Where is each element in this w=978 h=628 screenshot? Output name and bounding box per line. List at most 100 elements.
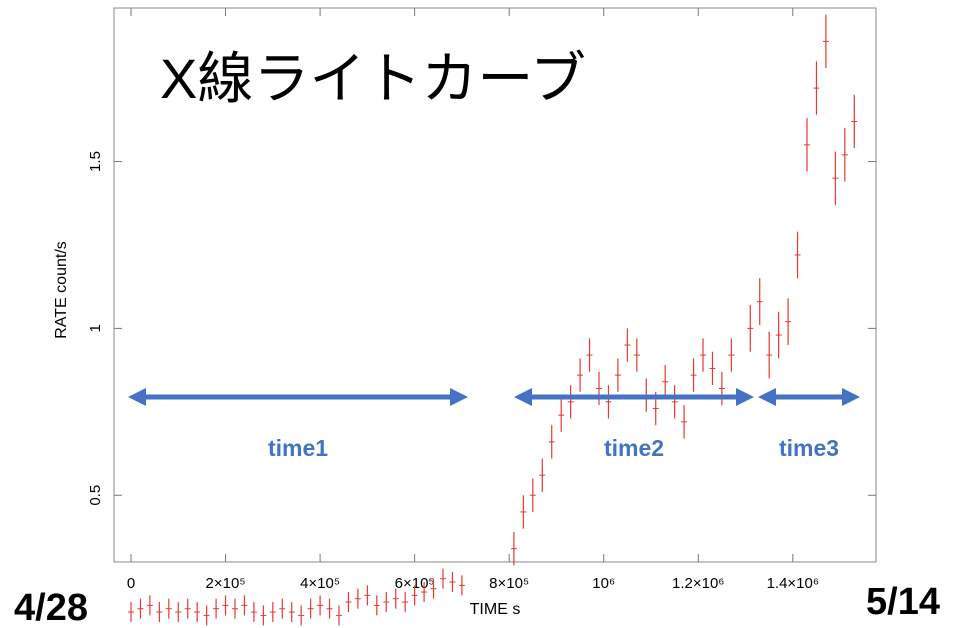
slide-title: X線ライトカーブ (160, 47, 586, 110)
data-point-48 (624, 328, 631, 362)
data-point-1 (137, 598, 144, 619)
data-point-31 (421, 582, 428, 603)
data-point-17 (288, 602, 295, 623)
data-point-58 (718, 371, 725, 406)
label-time3: time3 (779, 435, 839, 461)
data-point-13 (250, 602, 257, 623)
data-point-71 (851, 94, 858, 149)
data-point-10 (222, 595, 229, 616)
data-point-64 (785, 298, 792, 346)
data-point-37 (520, 495, 527, 529)
data-point-2 (146, 595, 153, 616)
data-point-63 (775, 311, 782, 359)
data-point-43 (577, 358, 584, 392)
y-tick-label-1: 1 (87, 324, 104, 332)
data-point-53 (671, 385, 678, 419)
data-point-61 (756, 278, 763, 326)
arrow-time3: time3 (758, 388, 860, 461)
x-tick-label-5: 10⁶ (592, 575, 615, 592)
data-point-28 (392, 588, 399, 609)
data-point-24 (354, 588, 361, 609)
data-point-3 (156, 602, 163, 623)
data-point-25 (364, 585, 371, 606)
x-tick-label-0: 0 (127, 575, 135, 592)
label-time1: time1 (268, 435, 328, 461)
data-point-34 (449, 572, 456, 593)
arrowhead-right-time2 (736, 388, 754, 406)
data-point-11 (232, 598, 238, 619)
data-point-21 (326, 598, 333, 619)
plot-frame (113, 7, 877, 563)
data-point-7 (194, 602, 201, 623)
data-point-14 (260, 605, 267, 626)
data-point-27 (383, 592, 390, 613)
data-point-60 (747, 305, 754, 352)
data-point-12 (241, 595, 248, 616)
data-point-67 (813, 61, 820, 115)
data-point-0 (128, 602, 134, 623)
data-point-45 (596, 371, 602, 406)
data-point-26 (373, 595, 380, 616)
data-point-29 (402, 592, 409, 613)
data-point-38 (529, 478, 536, 512)
x-axis-ticks: 0 2×10⁵ 4×10⁵ 6×10⁵ 8×10⁵ 10⁶ 1.2×10⁶ 1.4×10⁶ (127, 8, 819, 592)
data-point-15 (269, 602, 276, 623)
arrow-time2: time2 (514, 388, 754, 461)
data-point-6 (184, 598, 191, 619)
data-point-4 (165, 598, 172, 619)
data-point-9 (213, 598, 220, 619)
data-point-40 (548, 425, 555, 459)
x-axis-label: TIME s (470, 601, 521, 618)
data-point-33 (440, 568, 446, 589)
data-point-5 (175, 602, 182, 623)
data-point-65 (794, 231, 801, 279)
data-point-44 (586, 338, 593, 372)
data-point-68 (822, 14, 829, 69)
data-point-41 (558, 398, 565, 432)
data-point-36 (510, 531, 517, 566)
data-point-55 (690, 358, 697, 392)
data-point-57 (709, 351, 716, 386)
label-time2: time2 (604, 435, 664, 461)
data-point-20 (317, 595, 324, 616)
y-axis-label: RATE count/s (53, 241, 70, 339)
x-tick-label-2: 4×10⁵ (300, 575, 340, 592)
data-point-35 (458, 575, 465, 596)
time-range-arrows: time1 time2 time3 (128, 388, 860, 461)
arrowhead-left-time1 (128, 388, 146, 406)
arrowhead-left-time3 (758, 388, 776, 406)
data-point-23 (345, 592, 352, 613)
x-tick-label-7: 1.4×10⁶ (767, 575, 819, 592)
data-point-8 (203, 605, 210, 626)
start-date-label: 4/28 (14, 587, 88, 628)
arrowhead-left-time2 (514, 388, 532, 406)
data-point-16 (279, 598, 286, 619)
data-point-66 (804, 118, 810, 172)
data-point-70 (841, 128, 848, 182)
y-tick-label-0: 0.5 (87, 485, 104, 506)
x-tick-label-4: 8×10⁵ (489, 575, 529, 592)
y-axis-ticks: 0.5 1 1.5 (87, 151, 876, 506)
arrowhead-right-time1 (450, 388, 468, 406)
data-point-56 (700, 338, 706, 372)
data-point-49 (633, 338, 640, 372)
x-tick-label-1: 2×10⁵ (206, 575, 246, 592)
end-date-label: 5/14 (866, 581, 940, 623)
data-point-54 (681, 405, 688, 439)
y-tick-label-2: 1.5 (87, 151, 104, 172)
x-tick-label-6: 1.2×10⁶ (672, 575, 724, 592)
data-point-52 (662, 365, 669, 399)
data-point-18 (298, 605, 305, 626)
arrow-time1: time1 (128, 388, 468, 461)
data-point-47 (614, 358, 621, 392)
data-point-19 (307, 598, 314, 619)
data-points (128, 14, 858, 626)
data-point-32 (430, 578, 437, 599)
data-point-22 (336, 605, 342, 626)
data-point-30 (411, 585, 418, 606)
data-point-59 (728, 338, 735, 372)
data-point-39 (539, 458, 546, 492)
data-point-42 (567, 385, 574, 419)
